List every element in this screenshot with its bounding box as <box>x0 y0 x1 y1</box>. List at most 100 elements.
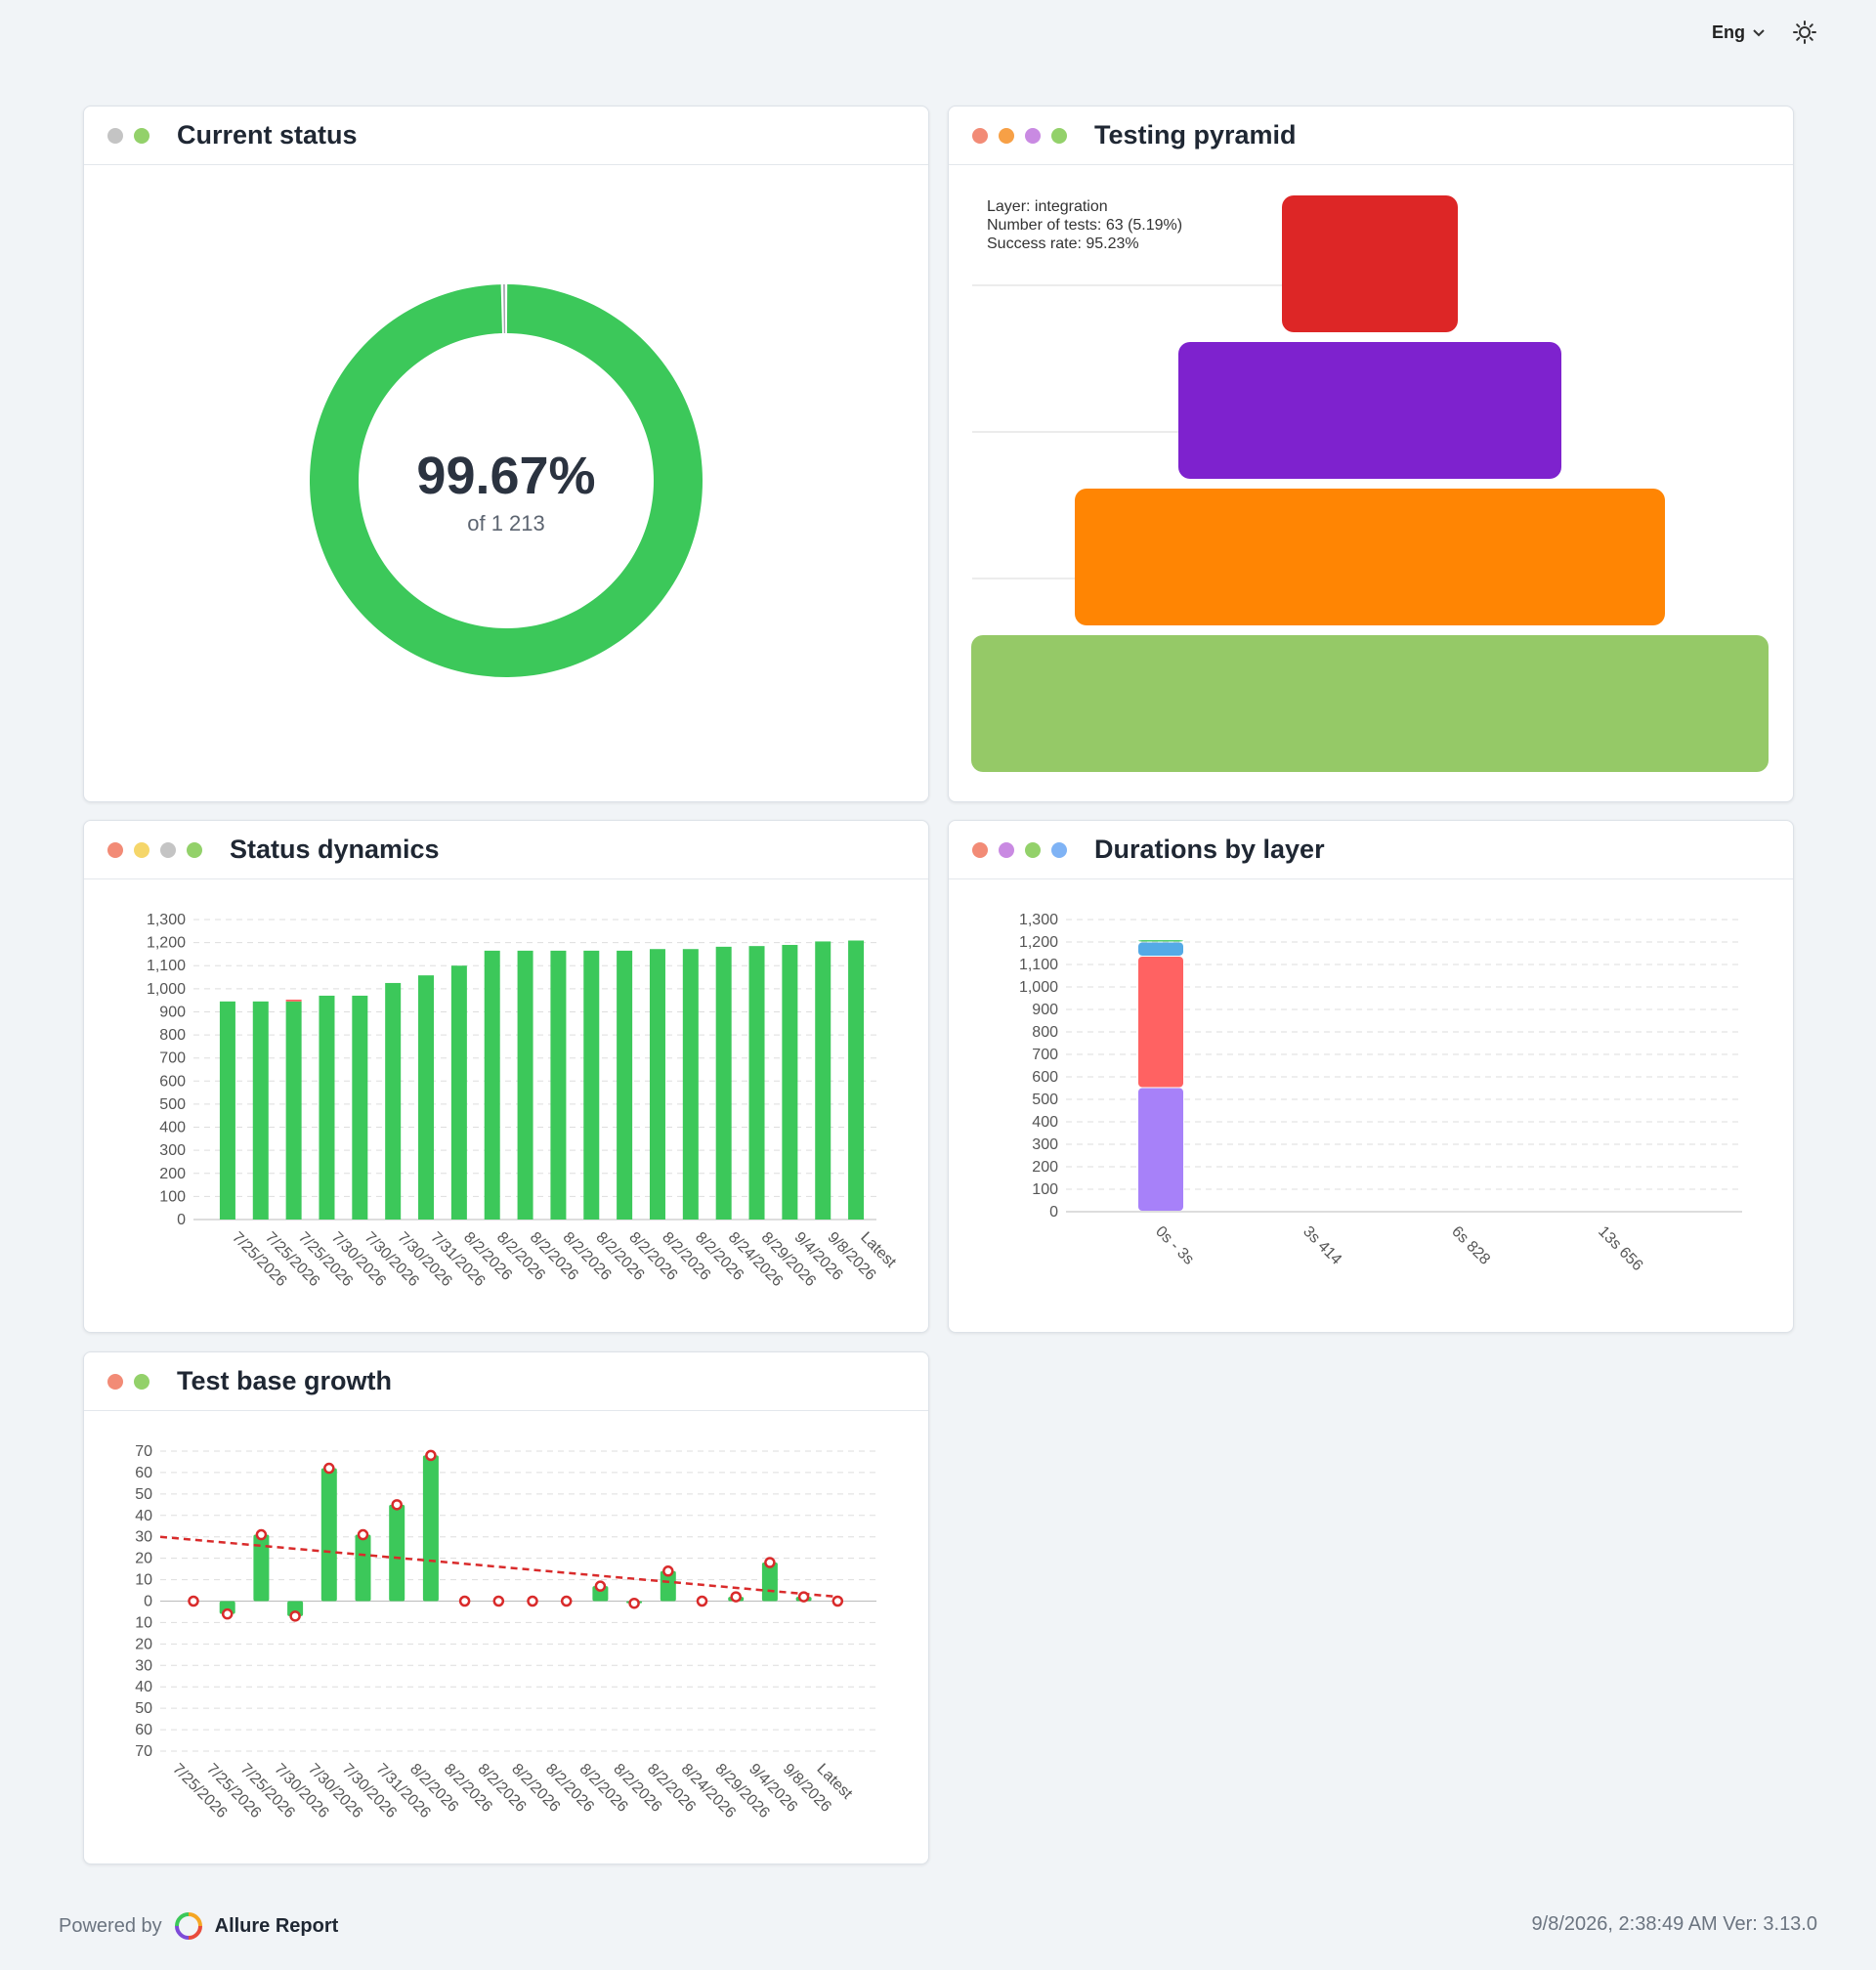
y-tick-label: 40 <box>135 1508 152 1524</box>
legend-dot[interactable] <box>134 841 149 858</box>
bar <box>285 999 302 1002</box>
bar <box>252 1001 269 1220</box>
y-tick-label: 10 <box>135 1572 152 1589</box>
data-point <box>730 1591 742 1603</box>
pyramid-layer <box>1075 489 1665 625</box>
bars <box>219 940 865 1220</box>
y-tick-label: 40 <box>135 1679 152 1695</box>
data-point <box>696 1595 708 1607</box>
bars <box>1138 940 1183 1211</box>
y-tick-label: 800 <box>159 1027 186 1044</box>
y-tick-label: 60 <box>135 1722 152 1738</box>
legend-dots[interactable] <box>972 127 1067 144</box>
y-tick-label: 1,000 <box>1019 979 1058 996</box>
bar <box>355 1534 371 1602</box>
y-tick-label: 600 <box>159 1073 186 1090</box>
allure-logo-icon <box>174 1912 202 1940</box>
grid <box>160 1450 876 1752</box>
y-tick-label: 0 <box>144 1594 152 1610</box>
legend-dots[interactable] <box>972 841 1067 858</box>
bar <box>617 950 633 1220</box>
legend-dot[interactable] <box>972 127 988 144</box>
bar <box>253 1534 270 1602</box>
bar <box>219 1001 235 1220</box>
trend-line <box>159 1535 838 1599</box>
status-donut-chart: 99.67% of 1 213 <box>309 284 703 677</box>
legend-dot[interactable] <box>1025 841 1041 858</box>
bar <box>450 965 467 1220</box>
legend-dot[interactable] <box>160 841 176 858</box>
powered-by-label: Powered by <box>59 1914 162 1937</box>
theme-toggle[interactable] <box>1792 20 1817 45</box>
legend-dot[interactable] <box>134 1373 149 1390</box>
legend-dot[interactable] <box>107 127 123 144</box>
bars <box>219 1455 812 1616</box>
y-tick-label: 1,100 <box>147 958 186 974</box>
y-tick-label: 400 <box>1032 1114 1058 1131</box>
legend-dots[interactable] <box>107 1373 149 1390</box>
data-point <box>764 1557 776 1568</box>
legend-dots[interactable] <box>107 841 202 858</box>
y-tick-label: 900 <box>159 1004 186 1020</box>
bar <box>682 949 699 1220</box>
bar <box>319 995 335 1220</box>
y-tick-label: 20 <box>135 1551 152 1567</box>
data-point <box>662 1565 674 1577</box>
y-tick-label: 1,300 <box>1019 912 1058 928</box>
y-tick-label: 20 <box>135 1636 152 1652</box>
y-tick-label: 30 <box>135 1657 152 1674</box>
data-point <box>527 1595 538 1607</box>
data-point <box>458 1595 471 1607</box>
bar <box>761 1563 778 1602</box>
y-tick-label: 10 <box>135 1614 152 1631</box>
bar <box>422 1455 439 1602</box>
bar <box>1138 1088 1183 1211</box>
y-tick-label: 300 <box>159 1142 186 1159</box>
y-tick-label: 1,200 <box>1019 934 1058 951</box>
legend-dot[interactable] <box>187 841 202 858</box>
bar <box>1138 956 1183 1088</box>
y-tick-label: 0 <box>177 1212 186 1228</box>
data-point <box>289 1610 301 1622</box>
legend-dot[interactable] <box>972 841 988 858</box>
y-tick-label: 1,200 <box>147 935 186 952</box>
legend-dot[interactable] <box>107 1373 123 1390</box>
legend-dot[interactable] <box>1051 841 1067 858</box>
bar <box>285 1001 302 1220</box>
allure-report-link[interactable]: Allure Report <box>214 1914 339 1937</box>
current-status-card: Current status 99.67% of 1 213 <box>83 106 929 802</box>
legend-dot[interactable] <box>1025 127 1041 144</box>
bar <box>748 946 765 1220</box>
legend-dot[interactable] <box>107 841 123 858</box>
y-tick-label: 70 <box>135 1743 152 1760</box>
bar <box>1138 942 1183 956</box>
bar <box>583 950 600 1220</box>
legend-dot[interactable] <box>1051 127 1067 144</box>
data-point <box>391 1499 403 1511</box>
bar <box>660 1570 676 1602</box>
bar <box>352 995 368 1220</box>
data-point <box>255 1528 268 1541</box>
x-tick-label: 13s 656 <box>1595 1223 1645 1274</box>
chevron-down-icon <box>1753 29 1765 37</box>
x-tick-label: 3s 414 <box>1300 1223 1344 1268</box>
data-point <box>594 1580 607 1592</box>
pyramid-layer <box>971 635 1769 772</box>
bar <box>1138 940 1183 942</box>
legend-dot[interactable] <box>999 127 1014 144</box>
language-selector[interactable]: Eng <box>1712 22 1767 43</box>
bar <box>649 949 665 1220</box>
card-header: Durations by layer <box>949 821 1793 879</box>
test-base-growth-chart: 706050403020100102030405060707/25/20267/… <box>135 1443 876 1821</box>
card-title: Current status <box>177 120 358 150</box>
y-tick-label: 100 <box>159 1188 186 1205</box>
y-tick-label: 30 <box>135 1529 152 1546</box>
data-point <box>188 1595 199 1607</box>
legend-dot[interactable] <box>134 127 149 144</box>
data-point <box>628 1597 640 1609</box>
legend-dot[interactable] <box>999 841 1014 858</box>
y-tick-label: 50 <box>135 1486 152 1503</box>
legend-dots[interactable] <box>107 127 149 144</box>
bar <box>715 946 732 1220</box>
status-total: of 1 213 <box>467 511 545 535</box>
